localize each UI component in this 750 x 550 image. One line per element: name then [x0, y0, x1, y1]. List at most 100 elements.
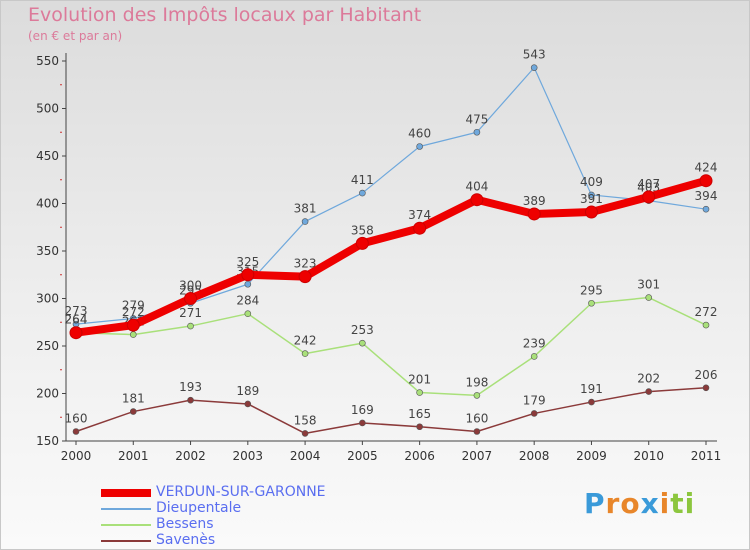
- data-label-bessens: 272: [695, 305, 718, 319]
- y-tick-label: 150: [36, 434, 59, 448]
- data-label-dieupentale: 381: [294, 202, 317, 216]
- data-label-verdun-sur-garonne: 300: [179, 279, 202, 293]
- data-point-bessens: [129, 331, 137, 338]
- data-label-verdun-sur-garonne: 424: [695, 161, 718, 175]
- data-label-bessens: 242: [294, 334, 317, 348]
- legend-swatch-bessens: [101, 524, 151, 526]
- logo-letter: o: [620, 487, 641, 520]
- data-label-saven-s: 160: [65, 412, 88, 426]
- data-point-bessens: [359, 339, 366, 347]
- series-line-verdun-sur-garonne: [72, 176, 710, 337]
- proxiti-logo: Proxiti: [584, 487, 695, 520]
- data-point-saven-s: [702, 384, 710, 392]
- x-tick-label: 2009: [576, 449, 607, 463]
- data-label-verdun-sur-garonne: 272: [122, 305, 145, 319]
- data-point-verdun-sur-garonne: [126, 318, 140, 332]
- legend-label-dieupentale: Dieupentale: [156, 500, 242, 516]
- data-point-saven-s: [588, 398, 595, 406]
- x-tick-label: 2003: [233, 449, 264, 463]
- data-point-bessens: [187, 322, 194, 330]
- legend-item-bessens[interactable]: Bessens: [101, 516, 361, 533]
- data-label-saven-s: 165: [408, 407, 431, 421]
- chart-subtitle: (en € et par an): [28, 29, 123, 43]
- series-line-saven-s: [75, 387, 707, 435]
- x-tick-label: 2001: [118, 449, 149, 463]
- data-point-verdun-sur-garonne: [355, 236, 369, 250]
- chart-title: Evolution des Impôts locaux par Habitant: [28, 4, 422, 26]
- x-tick-label: 2007: [462, 449, 493, 463]
- data-label-verdun-sur-garonne: 374: [408, 208, 431, 222]
- data-point-saven-s: [416, 423, 423, 431]
- legend-label-verdun: VERDUN-SUR-GARONNE: [156, 484, 326, 500]
- legend-swatch-verdun: [101, 489, 151, 497]
- data-point-dieupentale: [359, 189, 366, 197]
- data-label-dieupentale: 460: [408, 127, 431, 141]
- y-tick-label: 200: [36, 387, 59, 401]
- x-tick-label: 2000: [61, 449, 92, 463]
- data-point-saven-s: [301, 430, 309, 437]
- data-label-dieupentale: 411: [351, 173, 374, 187]
- data-point-bessens: [530, 353, 538, 360]
- data-label-bessens: 253: [351, 323, 374, 337]
- y-tick-label: 250: [36, 339, 59, 353]
- data-label-saven-s: 160: [465, 412, 488, 426]
- legend-swatch-dieupentale: [101, 508, 151, 510]
- data-label-bessens: 284: [236, 294, 259, 308]
- data-point-bessens: [588, 299, 595, 307]
- data-point-dieupentale: [473, 128, 481, 136]
- legend-item-savenes[interactable]: Savenès: [101, 532, 361, 549]
- logo-letter: P: [584, 487, 606, 520]
- data-label-bessens: 271: [179, 306, 202, 320]
- legend-item-verdun[interactable]: VERDUN-SUR-GARONNE: [101, 484, 361, 501]
- data-label-verdun-sur-garonne: 407: [637, 177, 660, 191]
- data-label-bessens: 295: [580, 283, 603, 297]
- legend: VERDUN-SUR-GARONNE Dieupentale Bessens S…: [101, 484, 361, 549]
- data-label-saven-s: 158: [294, 413, 317, 427]
- logo-letter: i: [659, 487, 671, 520]
- logo-letter: r: [605, 487, 621, 520]
- data-label-bessens: 301: [637, 278, 660, 292]
- legend-label-bessens: Bessens: [156, 516, 214, 532]
- logo-letter: i: [684, 487, 696, 520]
- data-point-verdun-sur-garonne: [69, 326, 83, 340]
- y-tick-label: 450: [36, 149, 59, 163]
- data-label-dieupentale: 543: [523, 48, 546, 62]
- logo-letter: x: [640, 487, 660, 520]
- logo-letter: t: [670, 487, 685, 520]
- y-tick-label: 550: [36, 54, 59, 68]
- data-point-verdun-sur-garonne: [413, 221, 427, 235]
- data-point-bessens: [702, 321, 710, 329]
- data-point-verdun-sur-garonne: [642, 190, 656, 204]
- data-point-verdun-sur-garonne: [527, 207, 541, 221]
- legend-label-savenes: Savenès: [156, 532, 216, 548]
- data-point-verdun-sur-garonne: [298, 270, 312, 284]
- data-point-verdun-sur-garonne: [184, 292, 198, 305]
- data-point-saven-s: [530, 410, 538, 417]
- y-tick-label: 300: [36, 292, 59, 306]
- data-label-verdun-sur-garonne: 358: [351, 223, 374, 237]
- data-label-saven-s: 179: [523, 393, 546, 407]
- data-label-bessens: 201: [408, 373, 431, 387]
- data-label-dieupentale: 475: [465, 112, 488, 126]
- data-label-dieupentale: 409: [580, 175, 603, 189]
- data-label-verdun-sur-garonne: 264: [65, 313, 88, 327]
- data-label-saven-s: 206: [695, 368, 718, 382]
- legend-item-dieupentale[interactable]: Dieupentale: [101, 500, 361, 517]
- data-label-bessens: 239: [523, 336, 546, 350]
- data-point-saven-s: [72, 428, 80, 435]
- data-point-bessens: [301, 350, 309, 357]
- x-tick-label: 2004: [290, 449, 321, 463]
- x-tick-label: 2008: [519, 449, 550, 463]
- data-point-dieupentale: [416, 143, 423, 150]
- data-label-saven-s: 169: [351, 403, 374, 417]
- data-label-dieupentale: 279: [122, 298, 145, 312]
- series-line-dieupentale: [75, 67, 707, 325]
- data-label-saven-s: 202: [637, 372, 660, 386]
- data-point-bessens: [473, 392, 481, 399]
- data-label-saven-s: 181: [122, 392, 145, 406]
- x-tick-label: 2006: [404, 449, 435, 463]
- data-point-verdun-sur-garonne: [699, 174, 713, 188]
- data-label-verdun-sur-garonne: 391: [580, 192, 603, 206]
